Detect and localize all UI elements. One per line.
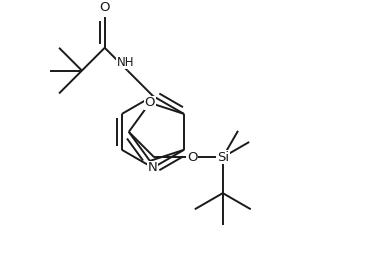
Text: O: O [145, 96, 155, 109]
Text: O: O [100, 1, 110, 14]
Text: N: N [148, 161, 158, 174]
Text: O: O [187, 151, 198, 164]
Text: Si: Si [217, 151, 229, 164]
Text: NH: NH [117, 56, 134, 69]
